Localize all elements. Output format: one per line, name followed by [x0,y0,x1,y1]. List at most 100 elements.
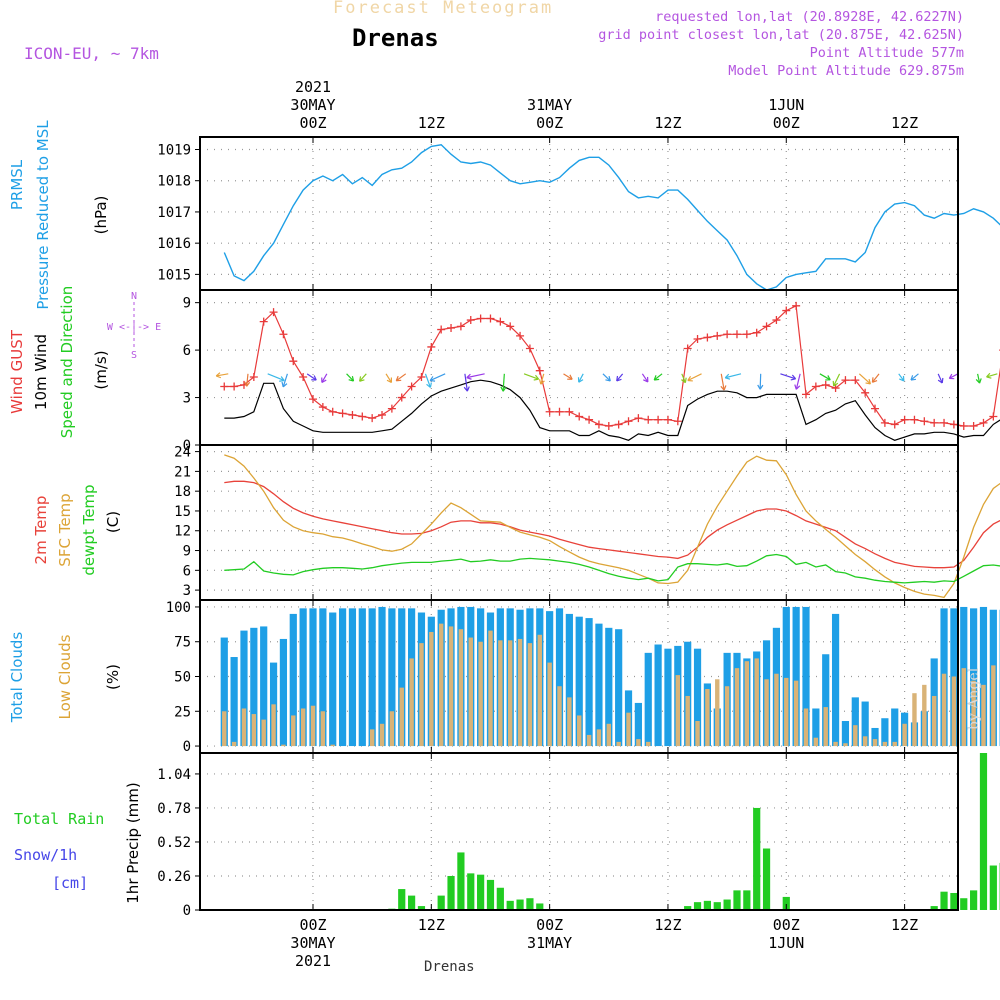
total-cloud-bar [358,608,366,747]
rain-bar [536,903,544,910]
rain-bar [733,890,741,910]
snow-label: Snow/1h [14,846,77,864]
top-hour-label: 00Z [299,114,326,132]
low-cloud-bar [222,711,227,747]
wind-arrow [910,373,919,381]
gust-marker [299,372,308,381]
gust-marker [624,417,633,426]
low-cloud-bar [567,697,572,747]
wind-arrow [949,373,959,379]
snow-unit-label: [cm] [52,874,88,892]
total-cloud-bar [841,721,850,747]
wind-arrow [898,373,905,382]
wind-arrow [725,373,742,379]
total-cloud-bar [605,627,613,747]
low-cloud-bar [231,741,237,747]
low-cloud-bar [882,741,888,747]
bottom-hour-label: 12Z [891,916,918,934]
panel-frame-precip [199,752,959,911]
gust-marker [940,418,949,427]
top-hour-label: 12Z [891,114,918,132]
wind-arrow [321,373,328,383]
gust-marker [782,306,791,315]
low-cloud-bar [636,739,641,747]
y-tick-label: 75 [174,635,191,651]
wind-arrow-head [720,385,727,391]
bottom-date-label: 30MAY [290,934,335,952]
low-cloud-bar [241,708,247,747]
wind-arrow [687,373,702,382]
bottom-hour-label: 12Z [654,916,681,934]
y-tick-label: 12 [174,524,191,540]
wind-arrow [395,373,407,382]
total-cloud-bar [792,606,800,747]
y-tick-label: 21 [174,464,191,480]
total-cloud-bar [595,623,603,747]
low-cloud-bar [971,680,976,747]
low-cloud-bar [577,715,582,747]
rain-bar [950,892,958,910]
wind-arrow-head [653,375,660,381]
gust-marker [407,382,416,391]
wind-arrow [641,373,649,383]
y-tick-label: 0 [183,903,191,919]
rain-bar [467,873,475,910]
wind-arrow [720,373,725,391]
wind-arrow-head [790,374,797,381]
total-cloud-bar [378,606,386,747]
gust-marker [427,342,436,351]
wind-arrow [819,373,831,381]
rain-bar [684,906,692,910]
gust-marker [811,382,820,391]
y-tick-label: 1015 [157,267,191,283]
rain-bar [753,807,761,910]
total-cloud-bar [348,608,357,747]
low-cloud-bar [508,640,513,747]
low-cloud-bar [488,630,493,747]
gust-marker [989,412,998,421]
wind-arrow [424,373,431,388]
temp-unit-label: (C) [104,511,122,533]
wind-arrow [429,373,446,382]
gust-marker [230,382,239,391]
gust-marker [752,328,761,337]
wind-arrow-head [937,377,944,384]
compass-s: S [131,350,137,361]
low-cloud-bar [734,668,740,747]
low-cloud-bar [458,629,464,747]
total-cloud-bar [299,608,307,747]
rain-bar [526,898,534,910]
rain-bar [713,902,721,910]
gust-marker [368,414,377,423]
low-cloud-bar [872,739,878,747]
compass-n: N [131,291,137,302]
total-cloud-bar [240,630,248,747]
gust-marker [841,376,850,385]
rain-bar [457,852,465,910]
total-cloud-bar [250,627,258,747]
wind-arrow-head [794,384,801,390]
y-tick-label: 25 [174,704,191,720]
total-cloud-bar [585,618,593,747]
low-cloud-bar [498,640,503,747]
low-cloud-bar [399,687,404,747]
wind-arrow-head [757,384,764,390]
compass-rose: NW <-|-> ES [107,291,161,361]
rain-bar [743,890,751,910]
low-cloud-bar [596,729,602,747]
total-cloud-bar [230,657,238,747]
wind-arrow [267,373,285,382]
total-cloud-bar [565,613,573,747]
wind-arrow [540,373,545,385]
gust-marker [900,415,909,424]
gust-marker [644,415,653,424]
total-cloud-bar [309,608,317,747]
total-cloud-bar [782,606,790,747]
low-cloud-bar [862,736,868,747]
wind-arrow-head [577,377,584,383]
gust-marker [279,330,288,339]
wind-arrow-head [311,375,317,381]
gust-marker [476,314,485,323]
gust-marker [249,372,258,381]
low-cloud-bar [843,743,848,747]
